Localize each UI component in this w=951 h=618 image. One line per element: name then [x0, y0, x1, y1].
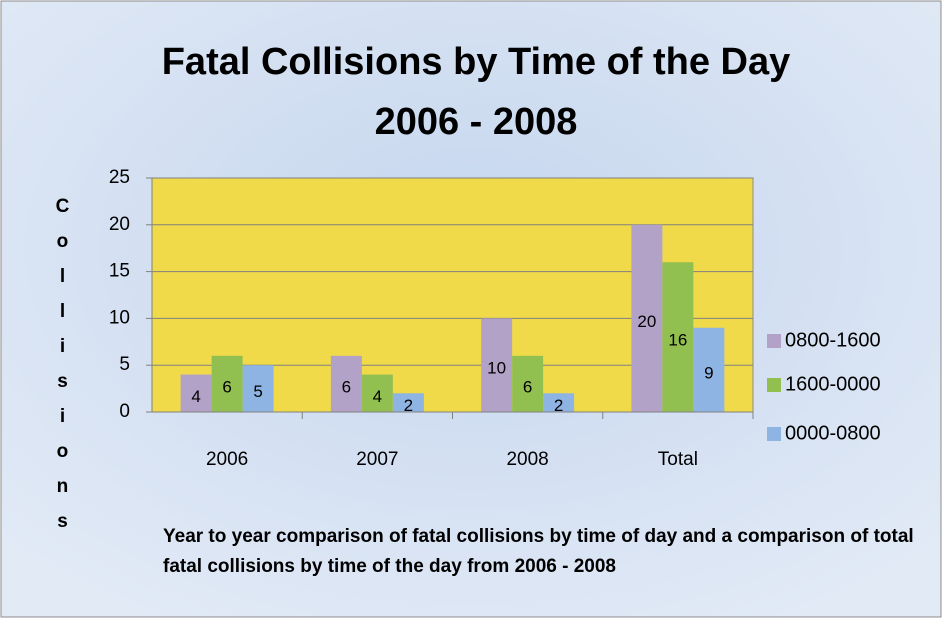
data-label: 5 — [253, 382, 262, 401]
x-tick-label: 2006 — [206, 449, 248, 470]
y-tick-label: 5 — [119, 354, 130, 375]
y-tick-label: 20 — [109, 214, 130, 235]
data-label: 10 — [487, 359, 506, 378]
data-label: 4 — [191, 387, 200, 406]
bar — [543, 393, 575, 412]
data-label: 9 — [704, 363, 713, 382]
bar — [631, 224, 663, 412]
bar — [242, 365, 274, 412]
y-axis-label: Collisions — [52, 196, 73, 546]
data-label: 6 — [523, 377, 532, 396]
y-tick-label: 10 — [109, 307, 130, 328]
legend-swatch — [767, 334, 781, 348]
bar — [693, 327, 725, 412]
legend-label: 0800-1600 — [785, 329, 881, 351]
y-tick-label: 0 — [119, 401, 130, 422]
legend-swatch — [767, 378, 781, 392]
bar — [361, 374, 393, 412]
bar — [662, 262, 694, 412]
caption: Year to year comparison of fatal collisi… — [163, 526, 914, 577]
y-tick-label: 15 — [109, 261, 130, 282]
data-label: 6 — [342, 377, 351, 396]
chart-title: 2006 - 2008 — [375, 101, 578, 143]
x-tick-label: 2008 — [506, 449, 548, 470]
data-label: 6 — [222, 377, 231, 396]
data-label: 2 — [554, 396, 563, 415]
bar — [211, 355, 243, 412]
legend-label: 1600-0000 — [785, 373, 881, 395]
data-label: 16 — [668, 331, 687, 350]
data-label: 20 — [637, 312, 656, 331]
bar — [512, 355, 544, 412]
bar — [180, 374, 212, 412]
x-tick-label: 2007 — [356, 449, 398, 470]
chart-title: Fatal Collisions by Time of the Day — [162, 41, 791, 83]
bar — [330, 355, 362, 412]
legend-swatch — [767, 427, 781, 441]
x-tick-label: Total — [658, 449, 698, 470]
legend-label: 0000-0800 — [785, 422, 881, 444]
bar — [481, 318, 513, 412]
y-tick-label: 25 — [109, 167, 130, 188]
bar — [392, 393, 424, 412]
data-label: 4 — [373, 387, 382, 406]
data-label: 2 — [404, 396, 413, 415]
